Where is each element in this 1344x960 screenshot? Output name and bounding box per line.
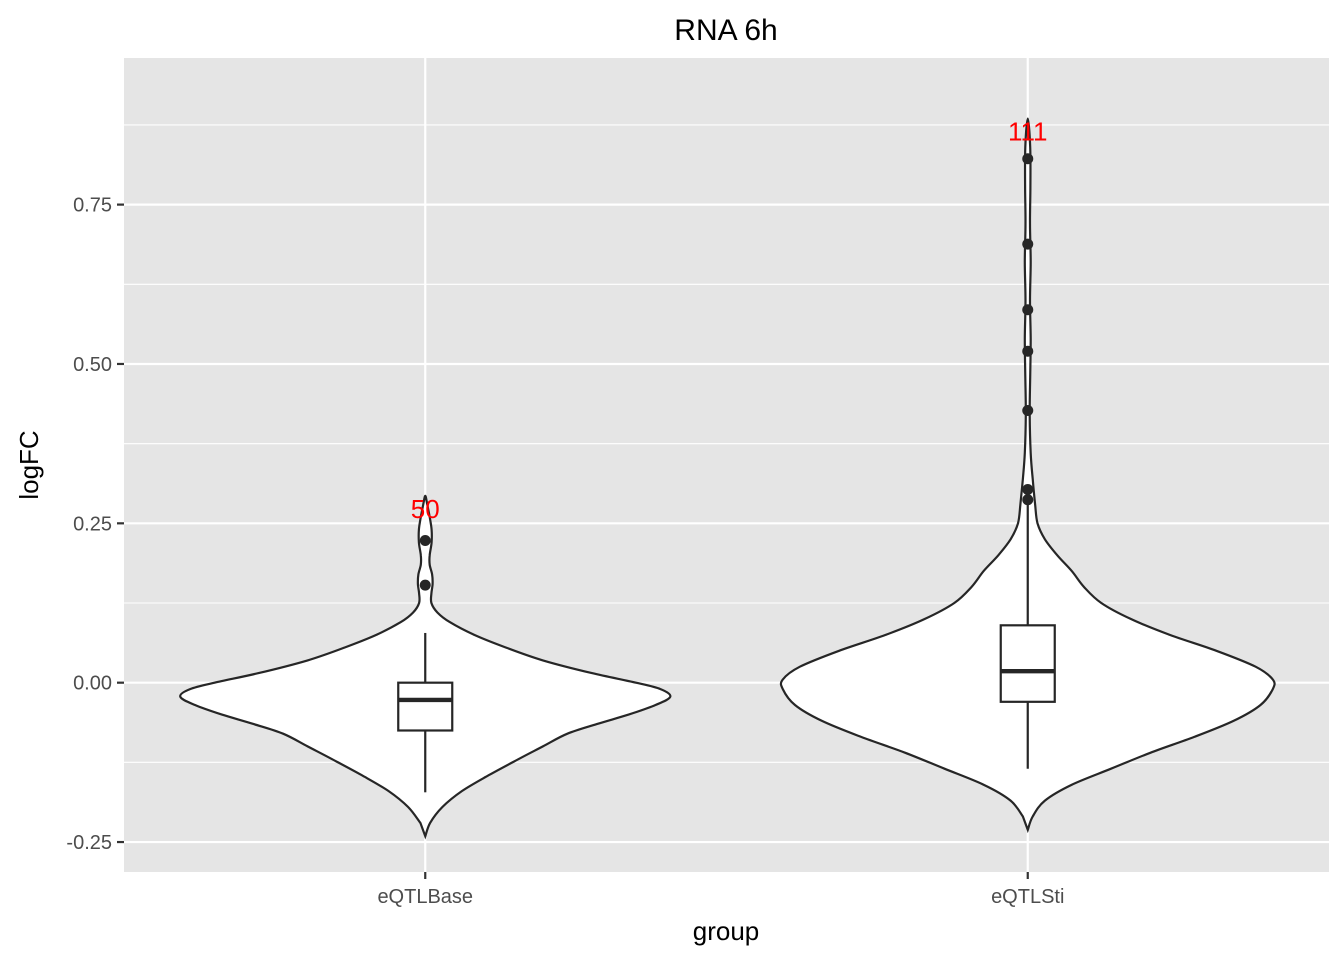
count-labels: 50 111 (411, 117, 1048, 524)
x-tick-label: eQTLBase (377, 886, 473, 908)
y-tick-label: 0.75 (73, 195, 112, 217)
outlier-point (1022, 304, 1034, 316)
chart-title: RNA 6h (674, 14, 777, 47)
x-tick-label: eQTLSti (991, 886, 1064, 908)
outlier-point (1022, 153, 1034, 165)
y-tick-label: 0.50 (73, 354, 112, 376)
y-tick-label: 0.25 (73, 513, 112, 535)
y-axis: -0.25 0.00 0.25 0.50 0.75 (66, 195, 124, 854)
y-tick-label: -0.25 (66, 832, 112, 854)
violin-eQTLSti (779, 117, 1276, 834)
x-axis-title: group (693, 916, 760, 946)
y-axis-title: logFC (14, 430, 44, 499)
outlier-point (1022, 345, 1034, 357)
outlier-point (1022, 484, 1034, 496)
outlier-point (419, 579, 431, 591)
y-tick-label: 0.00 (73, 673, 112, 695)
outlier-points (419, 153, 1034, 591)
outlier-point (1022, 404, 1034, 416)
iqr-box (999, 624, 1056, 703)
count-label-eQTLSti: 111 (1008, 117, 1048, 147)
outlier-point (1022, 494, 1034, 506)
boxplots (397, 504, 1056, 793)
iqr-box (397, 681, 454, 732)
outlier-point (1022, 238, 1034, 250)
x-axis: eQTLBase eQTLSti (377, 872, 1064, 908)
outlier-point (419, 535, 431, 547)
count-label-eQTLBase: 50 (411, 494, 440, 524)
